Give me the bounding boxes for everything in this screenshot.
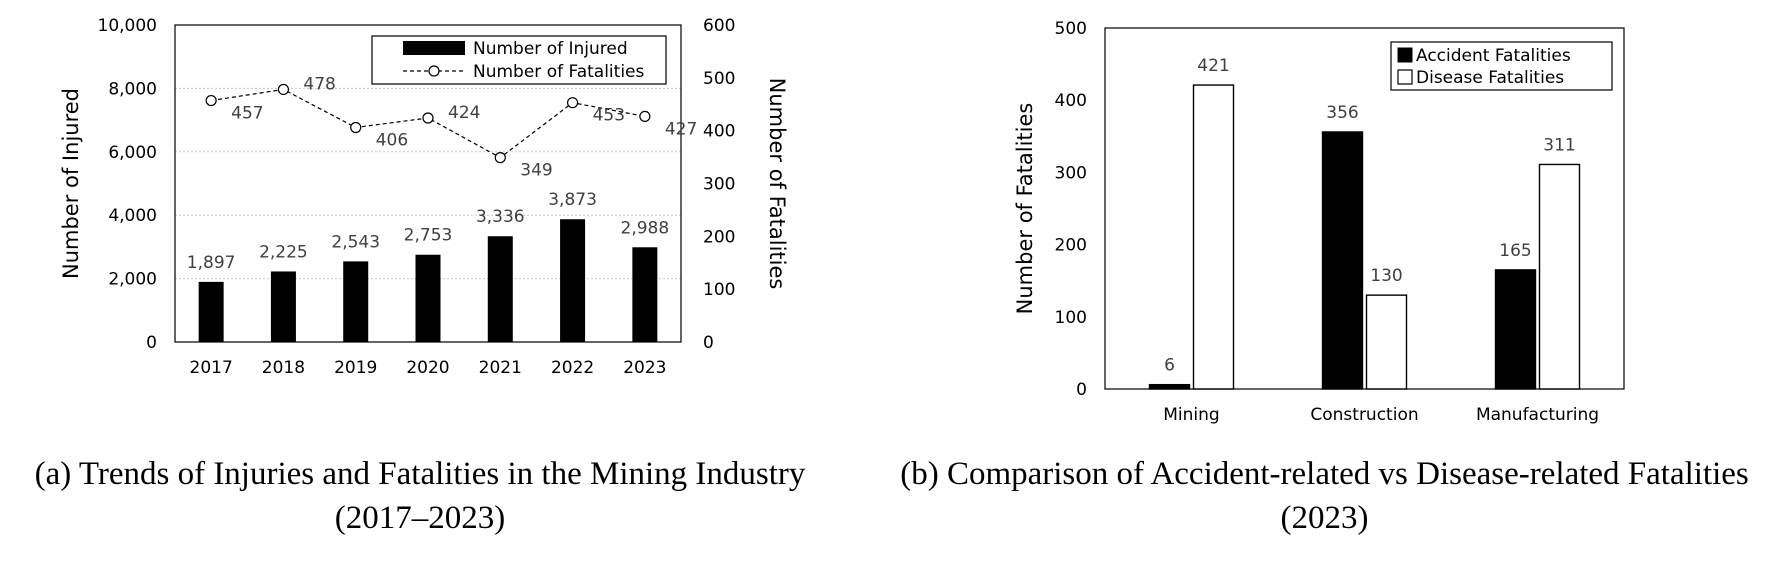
data-label-accident: 6 xyxy=(1164,356,1175,376)
chart-b: 0 100 200 300 400 500 Number of Fatalities Mini… xyxy=(1013,19,1625,425)
x-tick-label: 2020 xyxy=(406,358,449,378)
y2-tick-label: 300 xyxy=(703,175,735,195)
data-label-fatalities: 424 xyxy=(448,103,480,123)
marker-fatalities xyxy=(422,112,434,124)
legend-label-fatalities: Number of Fatalities xyxy=(473,62,644,82)
data-label-fatalities: 349 xyxy=(520,161,552,181)
caption-a-line1: (a) Trends of Injuries and Fatalities in… xyxy=(34,456,806,492)
bar-disease xyxy=(1538,163,1581,390)
data-label-fatalities: 478 xyxy=(303,74,335,94)
x-tick-label: 2023 xyxy=(623,358,666,378)
y2-tick-label: 600 xyxy=(703,16,735,36)
marker-fatalities xyxy=(205,94,217,107)
y-tick-label: 2,000 xyxy=(108,270,157,290)
bar-accident xyxy=(1148,383,1191,390)
data-label-disease: 421 xyxy=(1197,56,1229,76)
bar-injured xyxy=(560,219,586,342)
data-label-fatalities: 406 xyxy=(376,130,408,150)
bar-disease xyxy=(1365,294,1408,390)
x-tick-label: Manufacturing xyxy=(1476,405,1599,425)
x-tick-label: Construction xyxy=(1310,405,1418,425)
caption-b-line1: (b) Comparison of Accident-related vs Di… xyxy=(900,456,1749,492)
legend-swatch-disease xyxy=(1397,69,1413,85)
y2-tick-label: 0 xyxy=(703,333,714,353)
data-label-fatalities: 453 xyxy=(593,106,625,126)
data-label-injured: 2,988 xyxy=(621,218,670,238)
legend-marker-fatalities xyxy=(428,65,440,77)
y-tick-label: 0 xyxy=(146,333,157,353)
y2-tick-label: 200 xyxy=(703,227,735,247)
y2-tick-label: 400 xyxy=(703,122,735,142)
y-tick-label: 4,000 xyxy=(108,206,157,226)
marker-fatalities xyxy=(350,121,362,134)
caption-a: (a) Trends of Injuries and Fatalities in… xyxy=(0,452,840,540)
caption-b: (b) Comparison of Accident-related vs Di… xyxy=(870,452,1779,540)
bar-injured xyxy=(270,271,296,342)
marker-fatalities xyxy=(639,110,651,123)
y-tick-label: 500 xyxy=(1055,19,1087,39)
x-tick-label: 2018 xyxy=(262,358,305,378)
data-label-injured: 3,873 xyxy=(548,190,597,210)
bar-injured xyxy=(198,281,224,342)
data-label-injured: 1,897 xyxy=(187,253,236,273)
legend-label-accident: Accident Fatalities xyxy=(1416,46,1571,66)
marker-fatalities xyxy=(494,152,506,164)
y-axis-title: Number of Fatalities xyxy=(1013,103,1037,315)
bar-injured xyxy=(487,236,513,342)
legend-label-injured: Number of Injured xyxy=(473,39,628,59)
y-tick-label: 300 xyxy=(1055,163,1087,183)
data-label-injured: 2,753 xyxy=(404,226,453,246)
y-tick-label: 10,000 xyxy=(98,16,157,36)
y-tick-label: 100 xyxy=(1055,308,1087,328)
y-tick-label: 8,000 xyxy=(108,79,157,99)
y-tick-label: 0 xyxy=(1076,380,1087,400)
bar-injured xyxy=(632,247,658,342)
plot-frame xyxy=(1104,27,1625,390)
data-label-disease: 311 xyxy=(1543,135,1575,155)
data-label-fatalities: 427 xyxy=(665,119,697,139)
x-tick-label: 2021 xyxy=(479,358,522,378)
data-label-injured: 2,225 xyxy=(259,242,308,262)
x-tick-label: Mining xyxy=(1163,405,1219,425)
data-label-disease: 130 xyxy=(1370,266,1402,286)
y-tick-label: 400 xyxy=(1055,91,1087,111)
data-label-injured: 3,336 xyxy=(476,207,525,227)
y-tick-label: 200 xyxy=(1055,236,1087,256)
chart-a: 0 2,000 4,000 6,000 8,000 10,000 0 100 200 300 400… xyxy=(59,16,789,378)
legend-label-disease: Disease Fatalities xyxy=(1416,68,1564,88)
data-label-injured: 2,543 xyxy=(331,232,380,252)
x-tick-label: 2022 xyxy=(551,358,594,378)
y-tick-label: 6,000 xyxy=(108,143,157,163)
data-label-accident: 356 xyxy=(1326,103,1358,123)
legend-box xyxy=(1390,41,1613,91)
bar-accident xyxy=(1494,269,1537,390)
y-axis-title: Number of Injured xyxy=(59,88,83,279)
legend-swatch-accident xyxy=(1397,47,1413,63)
bar-disease xyxy=(1192,84,1235,390)
y2-tick-label: 500 xyxy=(703,69,735,89)
data-label-fatalities: 457 xyxy=(231,104,263,124)
x-tick-label: 2019 xyxy=(334,358,377,378)
bar-injured xyxy=(415,254,441,342)
y2-tick-label: 100 xyxy=(703,280,735,300)
caption-a-line2: (2017–2023) xyxy=(334,500,506,536)
data-label-accident: 165 xyxy=(1499,241,1531,261)
x-tick-label: 2017 xyxy=(190,358,233,378)
legend-swatch-injured xyxy=(403,41,465,55)
caption-b-line2: (2023) xyxy=(1280,500,1369,536)
marker-fatalities xyxy=(566,97,579,109)
marker-fatalities xyxy=(277,83,290,96)
bar-injured xyxy=(343,261,369,342)
bar-accident xyxy=(1321,131,1364,390)
y2-axis-title: Number of Fatalities xyxy=(765,78,789,290)
